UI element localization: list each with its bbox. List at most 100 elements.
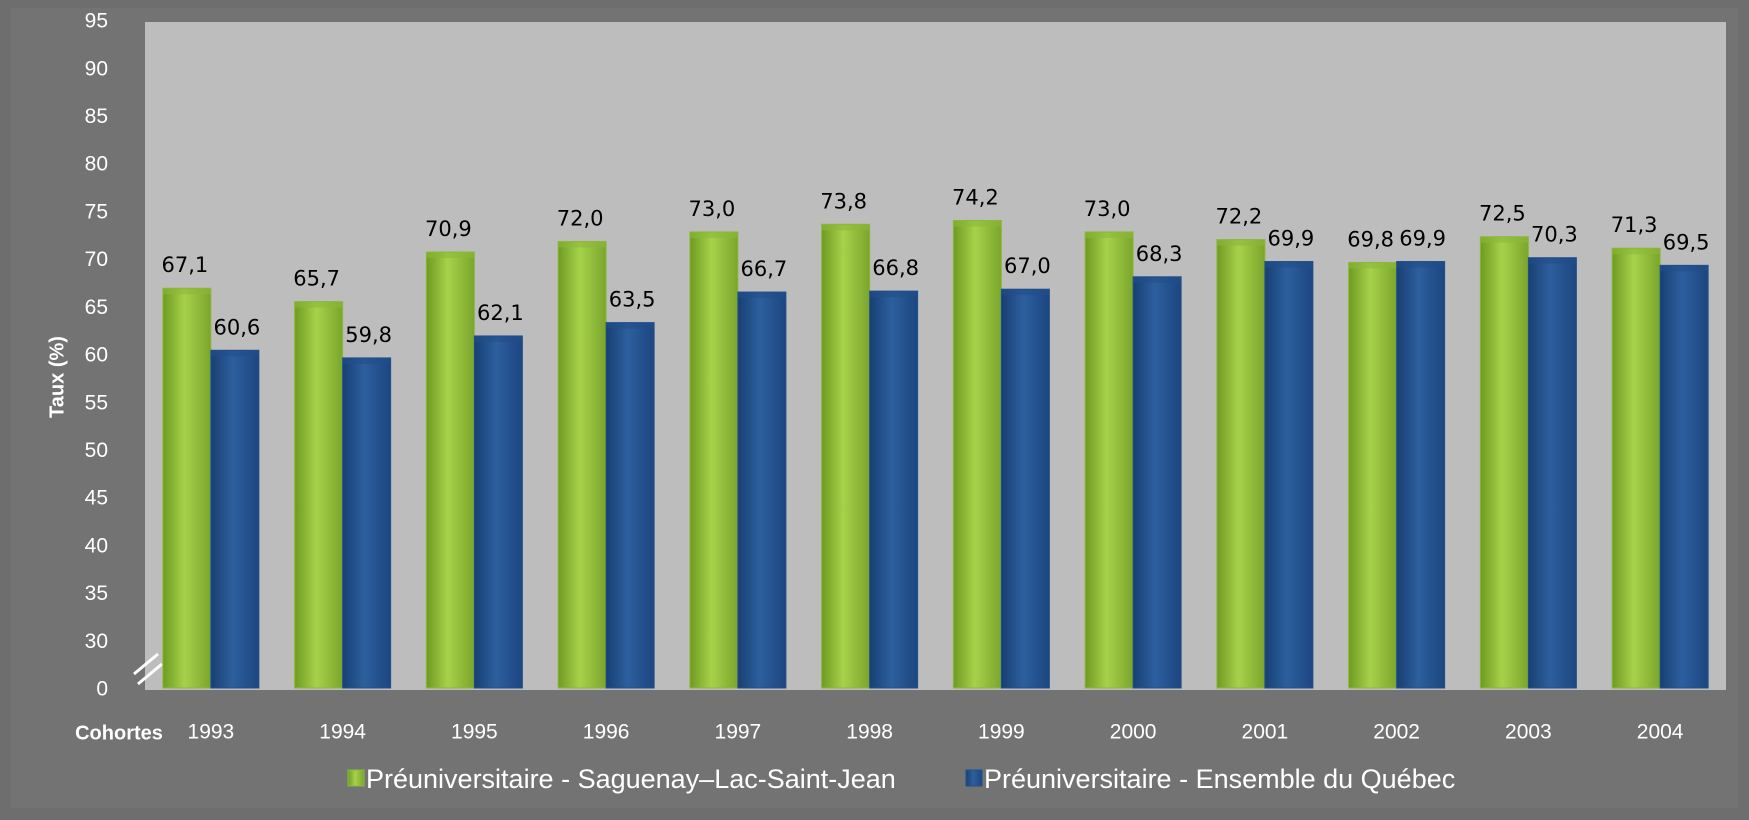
x-tick-label: 1998 bbox=[846, 721, 893, 744]
bar bbox=[557, 240, 607, 689]
bar-top bbox=[606, 322, 655, 329]
bar bbox=[1611, 247, 1661, 689]
value-label: 69,9 bbox=[1399, 227, 1446, 251]
value-label: 70,9 bbox=[425, 217, 472, 241]
y-axis-label: Taux (%) bbox=[46, 336, 68, 418]
bar bbox=[1264, 261, 1314, 689]
bar bbox=[869, 290, 919, 689]
bar-top bbox=[558, 241, 607, 248]
bar bbox=[162, 287, 212, 689]
x-axis-label: Cohortes bbox=[75, 722, 163, 744]
bar bbox=[605, 322, 655, 689]
bar bbox=[210, 349, 260, 689]
bar-top bbox=[162, 288, 211, 295]
bar bbox=[821, 223, 871, 689]
y-tick-label: 55 bbox=[85, 391, 108, 414]
bar bbox=[1084, 231, 1134, 689]
y-tick-label: 60 bbox=[85, 344, 108, 367]
y-tick-label: 70 bbox=[85, 248, 108, 271]
value-label: 69,8 bbox=[1347, 227, 1394, 251]
y-tick-label: 40 bbox=[85, 534, 108, 557]
bar bbox=[952, 219, 1002, 689]
bar-top bbox=[426, 251, 475, 258]
x-tick-label: 1994 bbox=[319, 721, 366, 744]
bar-top bbox=[210, 350, 259, 357]
legend-marker bbox=[965, 769, 983, 787]
value-label: 72,0 bbox=[557, 206, 604, 230]
legend-label: Préuniversitaire - Saguenay–Lac-Saint-Je… bbox=[366, 764, 896, 794]
bar-top bbox=[1612, 248, 1661, 255]
bar-top bbox=[1660, 265, 1709, 272]
y-tick-label: 90 bbox=[85, 57, 108, 80]
bar bbox=[1000, 288, 1050, 689]
y-tick-label: 80 bbox=[85, 153, 108, 176]
value-label: 70,3 bbox=[1531, 223, 1578, 247]
bar-top bbox=[1528, 257, 1577, 264]
x-tick-label: 2004 bbox=[1637, 721, 1684, 744]
bar-top bbox=[474, 335, 523, 342]
y-tick-label: 0 bbox=[96, 678, 108, 701]
y-tick-label: 95 bbox=[85, 10, 108, 33]
value-label: 63,5 bbox=[609, 288, 656, 312]
value-label: 72,2 bbox=[1215, 205, 1262, 229]
bar-top bbox=[1133, 276, 1182, 283]
y-tick-label: 50 bbox=[85, 439, 108, 462]
bar-top bbox=[342, 357, 391, 364]
y-tick-label: 35 bbox=[85, 582, 108, 605]
bar-top bbox=[294, 301, 343, 308]
x-tick-label: 1999 bbox=[978, 721, 1025, 744]
bar bbox=[294, 301, 344, 689]
y-tick-label: 45 bbox=[85, 487, 108, 510]
bar bbox=[1132, 276, 1182, 689]
bar bbox=[473, 335, 523, 689]
y-tick-label: 85 bbox=[85, 105, 108, 128]
bar bbox=[737, 291, 787, 689]
value-label: 69,5 bbox=[1663, 230, 1710, 254]
bar-top bbox=[1348, 262, 1397, 269]
x-tick-label: 1996 bbox=[583, 721, 630, 744]
bar bbox=[1527, 257, 1577, 689]
bar bbox=[342, 357, 392, 689]
value-label: 72,5 bbox=[1479, 202, 1526, 226]
value-label: 66,8 bbox=[872, 256, 919, 280]
x-tick-label: 1997 bbox=[715, 721, 762, 744]
x-tick-label: 2002 bbox=[1373, 721, 1420, 744]
value-label: 65,7 bbox=[293, 267, 340, 291]
value-label: 73,0 bbox=[688, 197, 735, 221]
value-label: 73,8 bbox=[820, 189, 867, 213]
axis-break bbox=[133, 652, 159, 676]
y-tick-label: 65 bbox=[85, 296, 108, 319]
bar-top bbox=[869, 291, 918, 298]
bar bbox=[1659, 264, 1709, 689]
bar-top bbox=[1480, 236, 1529, 243]
value-label: 59,8 bbox=[345, 323, 392, 347]
bar-top bbox=[689, 231, 738, 238]
x-tick-label: 2001 bbox=[1242, 721, 1289, 744]
bar-top bbox=[1216, 239, 1265, 246]
x-tick-label: 1993 bbox=[188, 721, 235, 744]
y-tick-label: 75 bbox=[85, 200, 108, 223]
bar bbox=[1479, 236, 1529, 689]
x-tick-label: 1995 bbox=[451, 721, 498, 744]
x-tick-label: 2003 bbox=[1505, 721, 1552, 744]
bar-top bbox=[821, 224, 870, 231]
value-label: 62,1 bbox=[477, 301, 524, 325]
y-tick-label: 30 bbox=[85, 630, 108, 653]
value-label: 73,0 bbox=[1084, 197, 1131, 221]
value-label: 67,0 bbox=[1004, 254, 1051, 278]
value-label: 60,6 bbox=[213, 315, 260, 339]
bar bbox=[425, 251, 475, 689]
value-label: 74,2 bbox=[952, 185, 999, 209]
bar-top bbox=[1085, 231, 1134, 238]
bar-top bbox=[1001, 289, 1050, 296]
bar bbox=[1216, 239, 1266, 689]
bar bbox=[689, 231, 739, 689]
value-label: 67,1 bbox=[161, 253, 208, 277]
bar-top bbox=[737, 292, 786, 299]
legend-marker bbox=[347, 769, 365, 787]
value-label: 71,3 bbox=[1611, 213, 1658, 237]
bar-top bbox=[953, 220, 1002, 227]
bar-top bbox=[1264, 261, 1313, 268]
